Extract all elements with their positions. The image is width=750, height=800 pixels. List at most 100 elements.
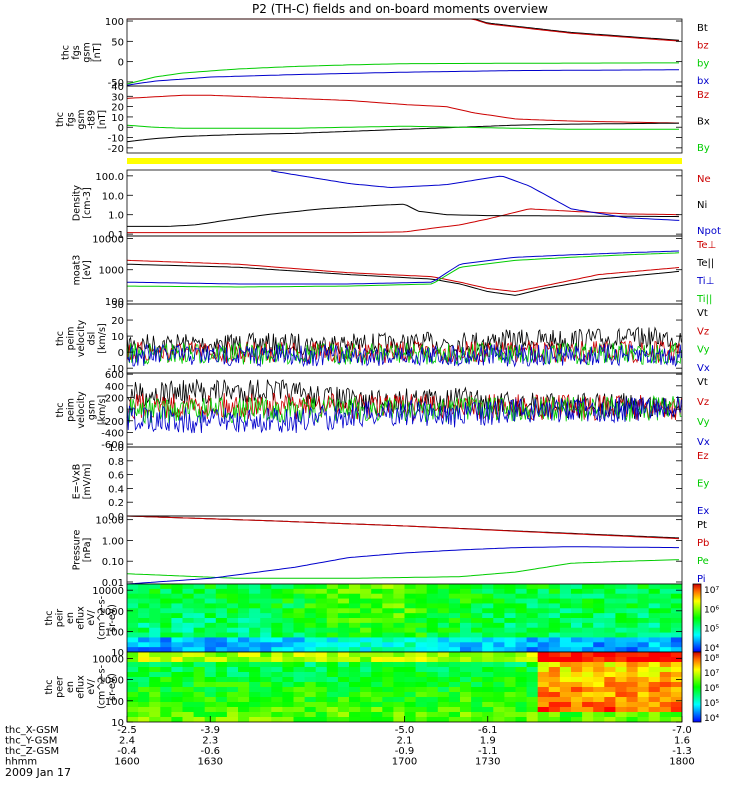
footer-value: 2.4	[119, 736, 135, 747]
y-tick-label: -600	[101, 440, 124, 451]
series-line-Pe	[126, 559, 680, 579]
y-tick-label: 20	[111, 316, 124, 327]
series-line-Ti||	[127, 252, 680, 288]
y-tick-label: 0.10	[102, 557, 124, 568]
legend-Ey: Ey	[697, 479, 709, 490]
y-tick-label: 0.1	[108, 230, 124, 241]
legend-Ti⊥: Ti⊥	[696, 276, 714, 287]
colorbar-tick-label: 10⁷	[704, 669, 719, 679]
y-tick-label: 20	[111, 103, 124, 114]
y-tick-label: 0.01	[102, 578, 124, 589]
y-tick-label: 10000	[92, 586, 124, 597]
spectrogram	[127, 584, 682, 652]
colorbar-tick-label: 10⁴	[704, 644, 719, 654]
y-tick-label: 10	[111, 332, 124, 343]
panel-frame	[126, 18, 683, 87]
y-tick-label: -20	[108, 144, 124, 155]
y-axis-label: peer	[55, 676, 66, 698]
y-tick-label: 100	[105, 17, 124, 28]
colorbar	[692, 651, 702, 723]
y-tick-label: 10	[111, 113, 124, 124]
y-axis-label: thc	[55, 403, 66, 418]
series-line-bz	[127, 18, 680, 42]
colorbar-tick-label: 10⁵	[704, 699, 719, 709]
y-tick-label: 10	[111, 718, 124, 729]
y-tick-label: 0.4	[108, 484, 124, 495]
colorbar-tick-label: 10⁶	[704, 684, 719, 694]
y-tick-label: 1.0	[108, 443, 124, 454]
legend-Ex: Ex	[697, 506, 709, 517]
panel-frame	[126, 446, 683, 517]
footer-value: -0.4	[117, 746, 137, 757]
y-tick-label: 100	[105, 697, 124, 708]
legend-Pb: Pb	[697, 538, 709, 549]
colorbar-tick-label: 10⁵	[704, 625, 719, 635]
panel-frame	[126, 169, 683, 237]
series-line-Bx	[126, 122, 680, 143]
y-tick-label: 0	[118, 405, 124, 416]
footer-value: -0.9	[395, 746, 415, 757]
y-axis-label: [km/s]	[97, 323, 108, 353]
series-line-Vz	[126, 339, 682, 365]
footer-axis-labels: thc_X-GSM -2.5 -3.9 -5.0 -6.1 -7.0 thc_Y-GSM 2.…	[5, 725, 695, 768]
colorbar-tick-label: 10⁷	[704, 586, 719, 596]
legend-Bx: Bx	[697, 117, 710, 128]
y-tick-label: 0	[118, 58, 124, 69]
legend-Pi: Pi	[697, 574, 706, 585]
y-tick-label: 30	[111, 300, 124, 311]
chart-title: P2 (TH-C) fields and on-board moments ov…	[252, 2, 548, 16]
legend-Bz: Bz	[697, 90, 709, 101]
footer-value: 1.9	[480, 736, 496, 747]
panel-frame	[126, 235, 683, 305]
y-axis-label: (cm^2-s-	[97, 665, 108, 709]
footer-value: -2.5	[117, 725, 137, 736]
legend-Ti||: Ti||	[696, 294, 712, 305]
y-tick-label: 10.00	[95, 516, 124, 527]
y-axis-label: thc	[55, 331, 66, 346]
legend-by: by	[697, 58, 709, 69]
panel-9: 10⁴ 10⁵ 10⁶ 10⁷ 10000 1000 100 10 thc peir en eflux…	[44, 583, 719, 659]
footer-value: 2.3	[202, 736, 218, 747]
y-axis-label: velocity	[76, 320, 87, 358]
y-axis-label: -t89	[87, 110, 98, 129]
legend-Te||: Te||	[696, 258, 714, 269]
y-axis-label: peir	[55, 609, 66, 628]
legend-Vx: Vx	[697, 363, 710, 374]
y-tick-label: 10000	[92, 654, 124, 665]
colorbar-tick-label: 10⁴	[704, 714, 719, 724]
y-axis-label: Density	[72, 185, 83, 221]
legend-Vt: Vt	[697, 377, 708, 388]
y-tick-label: -50	[108, 78, 124, 89]
series-line-Vt	[126, 326, 682, 356]
y-tick-label: -400	[101, 428, 124, 439]
series-line-Vy	[126, 341, 682, 366]
panel-7: 1.0 0.8 0.6 0.4 0.2 0.0 E=-VxB [mV/m] Ez Ey Ex	[72, 443, 710, 523]
y-tick-label: 100.0	[95, 172, 124, 183]
y-tick-label: 600	[105, 370, 124, 381]
y-tick-label: 200	[105, 393, 124, 404]
y-axis-label: en	[65, 681, 76, 693]
legend-Pt: Pt	[697, 520, 707, 531]
colorbar	[692, 583, 702, 653]
legend-Pe: Pe	[697, 556, 709, 567]
y-axis-label: dsl	[87, 332, 98, 346]
footer-value: 1700	[392, 757, 417, 768]
y-axis-label: fgs	[71, 45, 82, 59]
y-tick-label: 50	[111, 37, 124, 48]
y-axis-label: eV/	[86, 609, 97, 625]
panel-1: 100 50 0 -50 thc fgs gsm [nT] Bt bz by bx	[61, 17, 710, 89]
y-axis-label: E=-VxB	[72, 464, 83, 499]
footer-value: -6.1	[478, 725, 498, 736]
y-axis-label: [km/s]	[97, 395, 108, 425]
legend-Vz: Vz	[697, 397, 709, 408]
series-line-Pb	[126, 515, 680, 540]
footer-value: 1730	[475, 757, 500, 768]
legend-bz: bz	[697, 41, 709, 52]
footer-value: -1.3	[672, 746, 692, 757]
y-tick-label: 0	[118, 123, 124, 134]
y-axis-label: [cm-3]	[82, 187, 93, 218]
y-axis-label: (cm^2-s-	[97, 596, 108, 640]
series-line-Te||	[126, 263, 680, 296]
